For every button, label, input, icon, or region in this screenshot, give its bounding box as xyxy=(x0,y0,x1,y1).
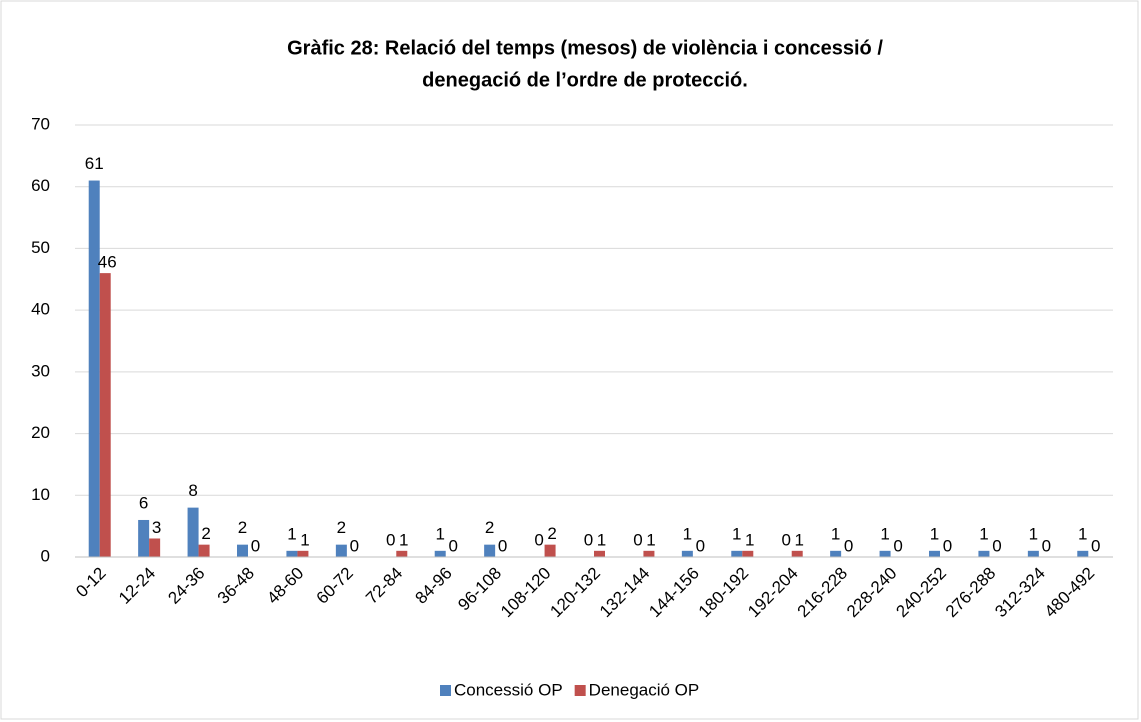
data-label: 1 xyxy=(1029,524,1038,543)
data-label: 8 xyxy=(188,481,197,500)
data-label: 2 xyxy=(547,524,556,543)
data-label: 6 xyxy=(139,493,148,512)
bar xyxy=(149,538,161,557)
data-label: 0 xyxy=(696,536,705,555)
data-label: 2 xyxy=(201,524,210,543)
data-label: 1 xyxy=(399,530,408,549)
bar xyxy=(88,180,100,558)
data-label: 1 xyxy=(979,524,988,543)
bar xyxy=(643,550,655,557)
bar xyxy=(879,550,891,557)
data-label: 1 xyxy=(732,524,741,543)
bar xyxy=(187,507,199,557)
bar xyxy=(99,273,111,557)
data-label: 0 xyxy=(386,530,395,549)
data-label: 0 xyxy=(498,536,507,555)
data-label: 1 xyxy=(683,524,692,543)
data-label: 2 xyxy=(337,518,346,537)
y-tick-label: 0 xyxy=(41,546,50,565)
legend-swatch xyxy=(440,685,451,696)
bar xyxy=(198,544,210,557)
bar xyxy=(681,550,693,557)
data-label: 0 xyxy=(1042,536,1051,555)
bar xyxy=(484,544,496,557)
data-label: 0 xyxy=(350,536,359,555)
bar xyxy=(396,550,408,557)
y-tick-label: 30 xyxy=(31,361,50,380)
y-tick-label: 20 xyxy=(31,423,50,442)
y-tick-label: 10 xyxy=(31,485,50,504)
bar xyxy=(929,550,940,557)
data-label: 0 xyxy=(1091,536,1100,555)
data-label: 1 xyxy=(646,530,655,549)
data-label: 3 xyxy=(152,518,161,537)
y-tick-label: 60 xyxy=(31,176,50,195)
chart-title: Gràfic 28: Relació del temps (mesos) de … xyxy=(287,37,883,59)
legend-label: Concessió OP xyxy=(454,680,563,699)
data-label: 46 xyxy=(98,253,117,272)
data-label: 1 xyxy=(930,524,939,543)
data-label: 1 xyxy=(435,524,444,543)
data-label: 0 xyxy=(893,536,902,555)
bar xyxy=(978,550,990,557)
data-label: 1 xyxy=(300,530,309,549)
legend-label: Denegació OP xyxy=(589,680,700,699)
bar xyxy=(335,544,347,557)
data-label: 1 xyxy=(1078,524,1087,543)
y-tick-label: 50 xyxy=(31,238,50,257)
data-label: 1 xyxy=(794,530,803,549)
bar xyxy=(594,550,605,557)
chart-title: denegació de l’ordre de protecció. xyxy=(422,69,748,91)
bar xyxy=(434,550,446,557)
bar xyxy=(742,550,754,557)
bar xyxy=(544,544,556,557)
bar xyxy=(731,550,743,557)
data-label: 1 xyxy=(287,524,296,543)
bar xyxy=(1077,550,1089,557)
data-label: 0 xyxy=(584,530,593,549)
data-label: 0 xyxy=(534,530,543,549)
data-label: 1 xyxy=(597,530,606,549)
data-label: 2 xyxy=(238,518,247,537)
data-label: 1 xyxy=(831,524,840,543)
data-label: 1 xyxy=(880,524,889,543)
data-label: 0 xyxy=(633,530,642,549)
bar xyxy=(791,550,803,557)
data-label: 0 xyxy=(943,536,952,555)
bar xyxy=(138,519,150,557)
data-label: 61 xyxy=(85,154,104,173)
data-label: 0 xyxy=(251,536,260,555)
bar xyxy=(237,544,248,557)
data-label: 0 xyxy=(448,536,457,555)
bar xyxy=(297,550,309,557)
data-label: 0 xyxy=(992,536,1001,555)
data-label: 0 xyxy=(844,536,853,555)
bar xyxy=(286,550,298,557)
data-label: 0 xyxy=(781,530,790,549)
data-label: 2 xyxy=(485,518,494,537)
y-tick-label: 40 xyxy=(31,300,50,319)
bar xyxy=(1027,550,1039,557)
bar xyxy=(830,550,842,557)
data-label: 1 xyxy=(745,530,754,549)
legend-swatch xyxy=(574,685,586,696)
y-tick-label: 70 xyxy=(31,114,50,133)
